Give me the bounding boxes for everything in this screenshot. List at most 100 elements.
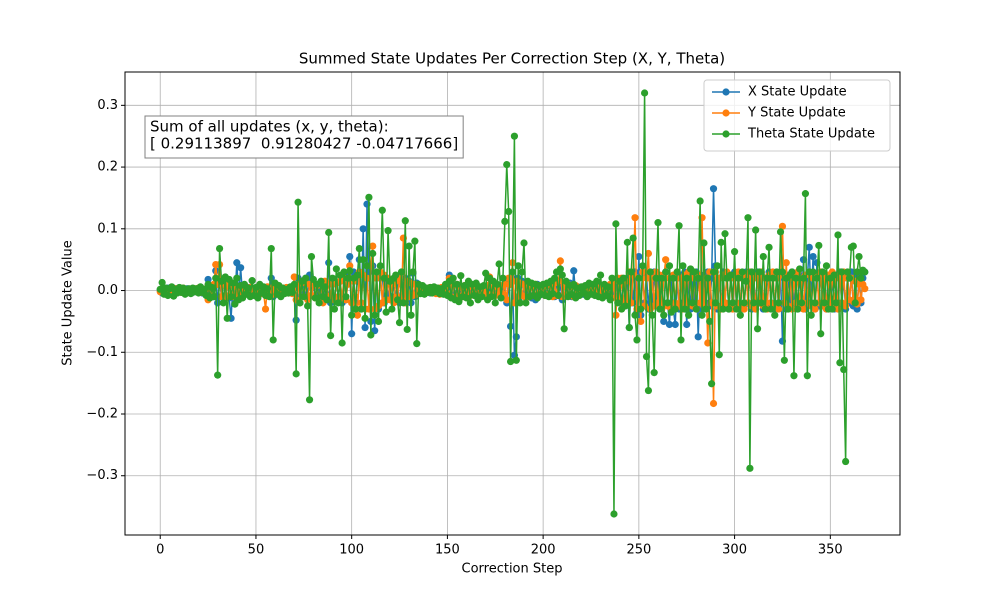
data-point: [304, 302, 312, 310]
data-point: [644, 249, 653, 258]
data-point: [457, 272, 465, 280]
data-point: [767, 305, 775, 313]
data-point: [750, 299, 758, 307]
data-point: [503, 296, 511, 304]
data-point: [495, 260, 503, 268]
legend-label: Y State Update: [747, 106, 846, 121]
data-point: [294, 198, 302, 206]
data-point: [164, 291, 172, 300]
data-point: [254, 294, 262, 302]
data-point: [361, 314, 369, 322]
data-point: [449, 274, 457, 282]
data-point: [809, 268, 817, 276]
data-point: [853, 268, 861, 276]
data-point: [736, 311, 744, 319]
data-point: [746, 464, 754, 472]
data-point: [482, 269, 490, 277]
data-point: [853, 305, 861, 313]
data-point: [744, 214, 752, 222]
data-point: [717, 238, 725, 246]
data-point: [351, 305, 360, 313]
data-point: [348, 330, 356, 338]
data-point: [809, 252, 817, 261]
data-point: [671, 320, 679, 329]
data-point: [455, 298, 463, 306]
data-point: [644, 386, 653, 395]
data-point: [478, 293, 486, 301]
data-point: [503, 161, 511, 169]
data-point: [200, 285, 208, 293]
data-point: [738, 268, 746, 276]
data-point: [332, 265, 340, 273]
data-point: [855, 252, 863, 261]
data-point: [780, 356, 788, 364]
data-point: [371, 311, 379, 319]
data-point: [296, 299, 304, 307]
data-point: [372, 268, 381, 276]
data-point: [694, 333, 702, 341]
data-point: [773, 268, 781, 276]
data-point: [514, 262, 522, 270]
data-point: [711, 299, 720, 307]
data-point: [665, 262, 674, 270]
data-point: [635, 252, 643, 261]
data-point: [334, 299, 342, 307]
data-point: [725, 305, 733, 313]
data-point: [361, 323, 369, 332]
data-point: [807, 311, 815, 319]
data-point: [811, 299, 819, 307]
data-point: [520, 239, 528, 247]
legend-label: Theta State Update: [747, 127, 875, 142]
data-point: [690, 268, 698, 276]
data-point: [730, 248, 739, 256]
data-point: [466, 299, 474, 307]
data-point: [849, 242, 857, 250]
x-tick-label: 100: [339, 543, 364, 558]
data-point: [608, 274, 616, 282]
y-axis-label: State Update Value: [61, 240, 76, 365]
data-point: [698, 311, 706, 319]
data-point: [709, 399, 718, 408]
data-point: [755, 268, 764, 276]
data-point: [709, 185, 718, 193]
data-point: [702, 305, 710, 313]
legend-label: X State Update: [748, 85, 847, 100]
data-point: [769, 274, 777, 282]
data-point: [382, 308, 390, 316]
data-point: [311, 294, 319, 302]
data-point: [625, 323, 633, 332]
data-point: [696, 197, 704, 205]
legend-box: [703, 79, 891, 152]
data-point: [353, 311, 362, 319]
data-point: [857, 296, 865, 304]
data-point: [732, 305, 741, 313]
data-point: [790, 372, 798, 380]
data-point: [229, 279, 237, 287]
data-point: [805, 243, 813, 251]
data-point: [321, 283, 329, 291]
data-point: [675, 222, 683, 230]
data-point: [403, 325, 411, 334]
data-point: [508, 268, 517, 276]
data-point: [522, 299, 530, 307]
data-point: [778, 222, 787, 230]
data-point: [384, 227, 392, 235]
data-point: [832, 299, 840, 307]
data-point: [223, 314, 231, 322]
data-point: [838, 268, 846, 276]
data-point: [665, 320, 674, 329]
data-point: [679, 262, 687, 270]
data-point: [861, 268, 869, 276]
data-point: [501, 217, 509, 225]
data-point: [727, 271, 735, 279]
data-point: [836, 359, 844, 367]
data-point: [709, 268, 718, 276]
data-point: [395, 319, 404, 327]
data-point: [560, 325, 568, 333]
data-point: [708, 380, 716, 388]
data-point: [650, 369, 658, 377]
data-point: [822, 262, 831, 270]
data-point: [340, 268, 348, 276]
data-point: [365, 193, 373, 201]
data-point: [233, 259, 241, 267]
